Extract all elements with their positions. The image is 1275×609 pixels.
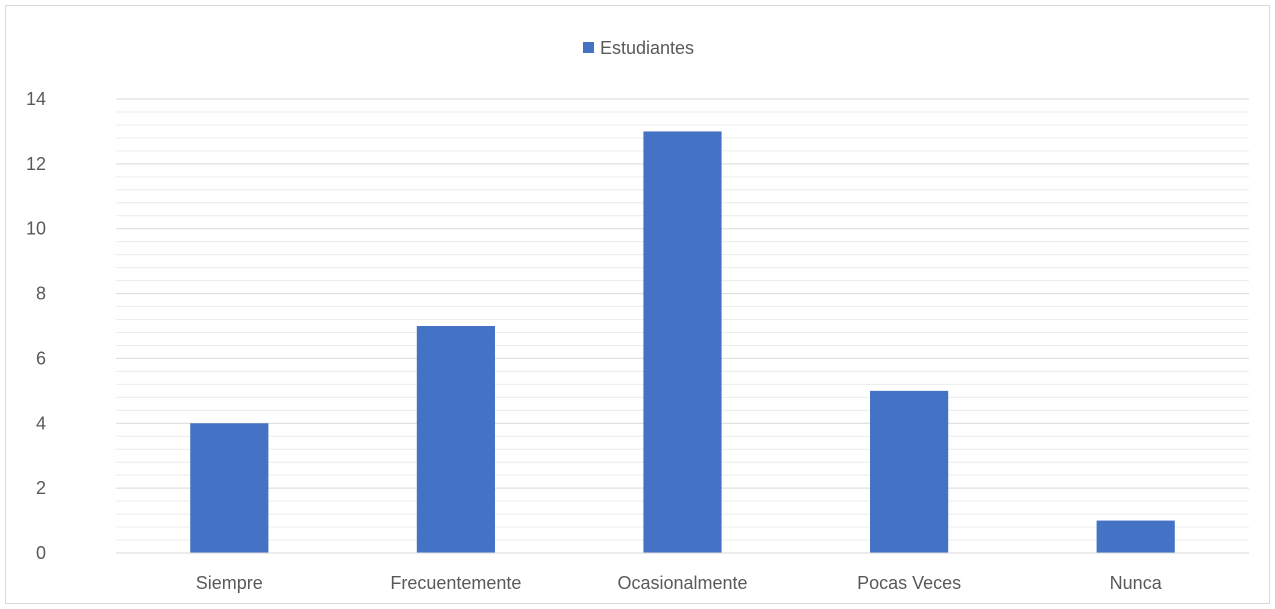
x-axis: Siempre Frecuentemente Ocasionalmente Pocas…	[116, 552, 1249, 593]
bar-nunca	[1096, 520, 1175, 553]
bar-chart: 0 2 4 6 8 10 12 14 Siempre Frecuentemente Ocasion…	[26, 38, 1249, 593]
x-tick-label: Frecuentemente	[390, 573, 521, 593]
y-tick-label: 12	[26, 154, 46, 174]
chart-container: 0 2 4 6 8 10 12 14 Siempre Frecuentemente Ocasion…	[5, 5, 1270, 604]
y-axis: 0 2 4 6 8 10 12 14	[26, 89, 46, 563]
y-tick-label: 4	[36, 413, 46, 433]
x-tick-label: Nunca	[1110, 573, 1163, 593]
bar-frecuentemente	[416, 326, 495, 553]
y-tick-label: 6	[36, 348, 46, 368]
y-tick-label: 14	[26, 89, 46, 109]
x-tick-label: Ocasionalmente	[617, 573, 747, 593]
y-tick-label: 2	[36, 478, 46, 498]
y-tick-label: 8	[36, 284, 46, 304]
y-tick-label: 0	[36, 543, 46, 563]
legend: Estudiantes	[583, 38, 694, 58]
bar-pocas-veces	[870, 390, 949, 553]
bar-siempre	[190, 423, 269, 553]
bar-ocasionalmente	[643, 131, 722, 553]
legend-swatch	[583, 42, 594, 53]
x-tick-label: Pocas Veces	[857, 573, 961, 593]
bars	[190, 131, 1175, 553]
legend-label-estudiantes: Estudiantes	[600, 38, 694, 58]
x-tick-label: Siempre	[196, 573, 263, 593]
y-tick-label: 10	[26, 219, 46, 239]
